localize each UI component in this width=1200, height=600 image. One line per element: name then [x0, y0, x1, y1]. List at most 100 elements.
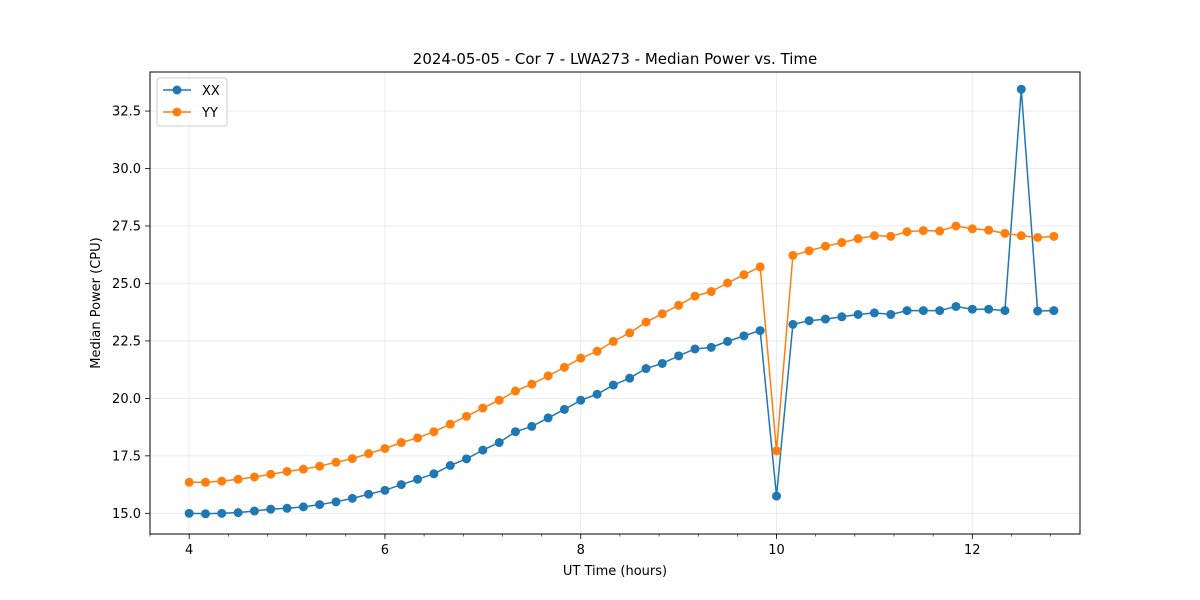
- data-point-yy: [723, 278, 733, 288]
- x-tick-label: 4: [185, 543, 193, 558]
- data-point-yy: [592, 346, 602, 356]
- data-point-yy: [364, 449, 374, 459]
- data-point-xx: [608, 380, 618, 390]
- x-tick-label: 6: [381, 543, 389, 558]
- series-yy-line: [189, 225, 1054, 484]
- series-xx-line: [189, 88, 1054, 515]
- data-point-yy: [478, 403, 488, 413]
- data-point-yy: [461, 411, 471, 421]
- data-point-xx: [674, 351, 684, 361]
- data-point-xx: [217, 508, 227, 518]
- y-tick-label: 30.0: [112, 162, 141, 177]
- data-point-xx: [233, 508, 243, 518]
- data-point-xx: [510, 427, 520, 437]
- data-point-yy: [543, 371, 553, 381]
- y-tick-label: 25.0: [112, 277, 141, 292]
- data-point-yy: [282, 466, 292, 476]
- data-point-xx: [347, 493, 357, 503]
- y-tick-label: 32.5: [112, 105, 141, 120]
- data-point-xx: [543, 413, 553, 423]
- data-point-xx: [739, 331, 749, 341]
- data-point-yy: [804, 246, 814, 256]
- data-point-yy: [217, 476, 227, 486]
- data-point-yy: [657, 309, 667, 319]
- data-point-xx: [315, 500, 325, 510]
- data-point-xx: [461, 454, 471, 464]
- data-point-yy: [755, 262, 765, 272]
- data-point-yy: [396, 438, 406, 448]
- data-point-xx: [706, 342, 716, 352]
- data-point-xx: [886, 309, 896, 319]
- data-point-yy: [331, 457, 341, 467]
- data-point-xx: [380, 485, 390, 495]
- data-point-xx: [364, 489, 374, 499]
- data-point-yy: [918, 226, 928, 236]
- x-tick-label: 12: [964, 543, 981, 558]
- y-tick-label: 27.5: [112, 220, 141, 235]
- data-point-yy: [984, 225, 994, 235]
- data-point-xx: [820, 314, 830, 324]
- data-point-yy: [527, 379, 537, 389]
- data-point-xx: [723, 336, 733, 346]
- data-point-yy: [1049, 231, 1059, 241]
- data-point-xx: [657, 358, 667, 368]
- data-point-yy: [951, 221, 961, 231]
- chart-title: 2024-05-05 - Cor 7 - LWA273 - Median Pow…: [413, 50, 817, 68]
- data-point-yy: [625, 328, 635, 338]
- data-point-yy: [380, 443, 390, 453]
- data-point-xx: [853, 309, 863, 319]
- data-point-xx: [331, 497, 341, 507]
- data-point-yy: [315, 461, 325, 471]
- data-point-yy: [266, 469, 276, 479]
- data-point-yy: [902, 227, 912, 237]
- data-point-yy: [510, 386, 520, 396]
- data-point-xx: [625, 373, 635, 383]
- data-point-yy: [413, 433, 423, 443]
- data-point-yy: [298, 464, 308, 474]
- axis-ticks: 4 6 8 10 12 15.0 17.5 20.0 22.5 25.0 27.5 30.0 32.5: [112, 105, 1051, 558]
- data-point-xx: [804, 316, 814, 326]
- y-tick-label: 15.0: [112, 507, 141, 522]
- x-tick-label: 10: [768, 543, 785, 558]
- data-point-yy: [837, 238, 847, 248]
- data-point-xx: [298, 502, 308, 512]
- data-point-xx: [1033, 306, 1043, 316]
- data-point-yy: [233, 474, 243, 484]
- data-point-yy: [184, 477, 194, 487]
- data-point-yy: [788, 250, 798, 260]
- data-point-yy: [576, 353, 586, 363]
- data-point-yy: [739, 270, 749, 280]
- data-point-xx: [576, 395, 586, 405]
- data-point-yy: [1033, 232, 1043, 242]
- data-point-xx: [869, 308, 879, 318]
- x-axis-label: UT Time (hours): [563, 564, 667, 579]
- data-point-yy: [706, 287, 716, 297]
- series-xx: [184, 84, 1059, 519]
- data-point-yy: [559, 362, 569, 372]
- legend-xx-marker: [172, 85, 182, 95]
- data-point-xx: [902, 306, 912, 316]
- data-point-yy: [772, 446, 782, 456]
- data-point-xx: [396, 480, 406, 490]
- grid-lines: [150, 72, 1080, 534]
- data-point-yy: [690, 291, 700, 301]
- data-point-yy: [886, 231, 896, 241]
- data-point-xx: [478, 445, 488, 455]
- data-point-xx: [445, 461, 455, 471]
- data-point-xx: [641, 364, 651, 374]
- y-tick-label: 20.0: [112, 392, 141, 407]
- data-point-xx: [413, 474, 423, 484]
- data-point-xx: [201, 509, 211, 519]
- data-point-xx: [967, 304, 977, 314]
- data-point-yy: [249, 472, 259, 482]
- data-point-yy: [347, 454, 357, 464]
- data-point-xx: [1016, 84, 1026, 94]
- data-point-xx: [184, 508, 194, 518]
- data-point-xx: [559, 404, 569, 414]
- data-point-xx: [772, 491, 782, 501]
- data-point-yy: [608, 336, 618, 346]
- legend-yy-label: YY: [201, 106, 218, 121]
- data-point-xx: [282, 503, 292, 513]
- y-tick-label: 17.5: [112, 449, 141, 464]
